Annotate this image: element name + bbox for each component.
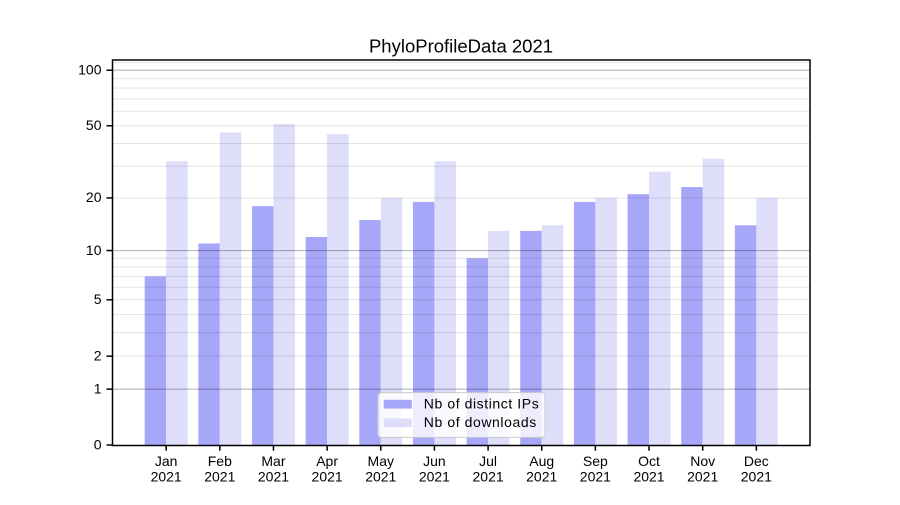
svg-text:2021: 2021 — [204, 468, 235, 484]
svg-text:10: 10 — [86, 242, 102, 258]
svg-text:2021: 2021 — [312, 468, 343, 484]
svg-text:Nb of downloads: Nb of downloads — [424, 414, 537, 430]
svg-text:2021: 2021 — [473, 468, 504, 484]
svg-text:1: 1 — [94, 380, 102, 396]
svg-text:Nb of distinct IPs: Nb of distinct IPs — [424, 395, 539, 411]
svg-text:2: 2 — [94, 347, 102, 363]
svg-text:Aug: Aug — [529, 453, 554, 469]
svg-text:2021: 2021 — [633, 468, 664, 484]
svg-text:May: May — [368, 453, 394, 469]
svg-text:2021: 2021 — [365, 468, 396, 484]
svg-text:PhyloProfileData 2021: PhyloProfileData 2021 — [369, 35, 553, 56]
svg-text:Jun: Jun — [423, 453, 446, 469]
svg-text:Feb: Feb — [208, 453, 232, 469]
svg-text:20: 20 — [86, 189, 102, 205]
svg-text:2021: 2021 — [580, 468, 611, 484]
svg-text:2021: 2021 — [258, 468, 289, 484]
svg-text:0: 0 — [94, 436, 102, 452]
svg-text:Nov: Nov — [690, 453, 715, 469]
svg-text:5: 5 — [94, 291, 102, 307]
svg-text:Oct: Oct — [638, 453, 660, 469]
svg-text:2021: 2021 — [419, 468, 450, 484]
svg-text:Jan: Jan — [155, 453, 178, 469]
svg-text:2021: 2021 — [687, 468, 718, 484]
svg-text:Apr: Apr — [316, 453, 338, 469]
svg-text:50: 50 — [86, 117, 102, 133]
svg-text:Mar: Mar — [261, 453, 285, 469]
svg-text:Jul: Jul — [479, 453, 497, 469]
svg-text:Dec: Dec — [744, 453, 769, 469]
svg-text:2021: 2021 — [151, 468, 182, 484]
svg-text:100: 100 — [78, 62, 102, 78]
svg-text:2021: 2021 — [741, 468, 772, 484]
svg-text:2021: 2021 — [526, 468, 557, 484]
svg-text:Sep: Sep — [583, 453, 608, 469]
